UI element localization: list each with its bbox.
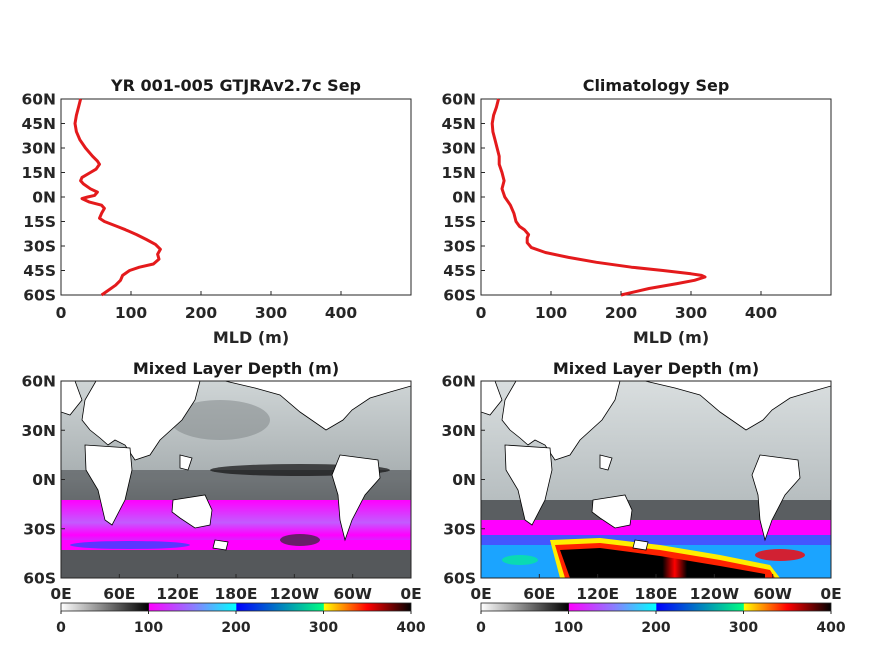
profile-climatology-xlabel: MLD (m) (633, 328, 709, 347)
map-model-colorbar-tick-label: 100 (134, 620, 163, 636)
map-climatology-field (481, 381, 831, 578)
map-climatology-xtick-label: 60E (523, 585, 555, 603)
profile-climatology-ytick-label: 15S (443, 213, 476, 231)
map-climatology-ytick-label: 30N (441, 422, 476, 440)
profile-climatology-axes (480, 98, 832, 296)
profile-climatology-xtick-label: 200 (605, 304, 638, 322)
map-model-xtick-label: 0E (50, 585, 71, 603)
map-climatology-colorbar-ticks: 0 100 200 300 400 (476, 611, 846, 636)
map-model-ytick-label: 60N (21, 373, 56, 391)
map-climatology-ytick-label: 60N (441, 373, 476, 391)
profile-climatology-xticks: 0 100 200 300 400 (476, 291, 778, 322)
map-climatology-colorbar-tick-label: 100 (554, 620, 583, 636)
map-climatology-ytick-label: 0N (452, 471, 476, 489)
profile-model-ytick-label: 45S (23, 262, 56, 280)
profile-climatology-ytick-label: 45N (441, 115, 476, 133)
map-model-xtick-label: 120W (270, 585, 319, 603)
profile-model-xtick-label: 100 (115, 304, 148, 322)
profile-model-yticks: 60N 45N 30N 15N 0N 15S 30S 45S 60S (21, 91, 65, 305)
profile-climatology-line (490, 98, 707, 297)
map-model-ytick-label: 0N (32, 471, 56, 489)
map-model-colorbar-tick-label: 300 (309, 620, 338, 636)
profile-model-ytick-label: 15N (21, 164, 56, 182)
profile-model-ytick-label: 30S (23, 238, 56, 256)
profile-climatology-xtick-label: 400 (745, 304, 778, 322)
map-climatology-title: Mixed Layer Depth (m) (553, 359, 759, 378)
profile-climatology-ytick-label: 15N (441, 164, 476, 182)
map-model-colorbar-tick-label: 200 (221, 620, 250, 636)
map-climatology-xtick-label: 0E (470, 585, 491, 603)
map-climatology-colorbar-tick-label: 200 (641, 620, 670, 636)
profile-climatology-ytick-label: 60N (441, 91, 476, 109)
map-model-ytick-label: 30N (21, 422, 56, 440)
profile-climatology-xtick-label: 300 (675, 304, 708, 322)
map-model-colorbar-tick-label: 0 (56, 620, 66, 636)
profile-climatology-ytick-label: 45S (443, 262, 476, 280)
profile-model-xtick-label: 400 (325, 304, 358, 322)
map-climatology-colorbar-tick-label: 400 (816, 620, 845, 636)
map-climatology-colorbar-tick-label: 0 (476, 620, 486, 636)
profile-climatology-yticks: 60N 45N 30N 15N 0N 15S 30S 45S 60S (441, 91, 485, 305)
map-model-colorbar (60, 602, 412, 612)
profile-panel-climatology: Climatology Sep 60N45N30N15N0N15S30S45S6… (441, 76, 832, 347)
map-climatology-ytick-label: 60S (443, 570, 476, 588)
map-climatology-ytick-label: 30S (443, 520, 476, 538)
map-climatology-colorbar (480, 602, 832, 612)
profile-model-ytick-label: 60S (23, 287, 56, 305)
profile-model-ytick-label: 60N (21, 91, 56, 109)
profile-climatology-ytick-label: 30N (441, 140, 476, 158)
map-model-xtick-label: 60E (103, 585, 135, 603)
profile-model-xticks: 0 100 200 300 400 (56, 291, 358, 322)
profile-model-line (73, 98, 162, 297)
profile-climatology-ytick-label: 0N (452, 189, 476, 207)
map-climatology-xtick-label: 120E (576, 585, 619, 603)
profile-climatology-xtick-label: 0 (476, 304, 487, 322)
map-model-colorbar-tick-label: 400 (396, 620, 425, 636)
profile-model-ytick-label: 15S (23, 213, 56, 231)
profile-model-ytick-label: 45N (21, 115, 56, 133)
map-model-field (61, 381, 411, 578)
profile-model-xtick-label: 300 (255, 304, 288, 322)
map-climatology-xtick-label: 180E (635, 585, 678, 603)
map-model-xtick-label: 0E (400, 585, 421, 603)
map-model-yticks: 60N 30N 0N 30S 60S (21, 373, 65, 588)
map-model-title: Mixed Layer Depth (m) (133, 359, 339, 378)
profile-model-xtick-label: 0 (56, 304, 67, 322)
profile-climatology-ytick-label: 30S (443, 238, 476, 256)
map-climatology-xtick-label: 0E (820, 585, 841, 603)
profile-climatology-xtick-label: 100 (535, 304, 568, 322)
map-climatology-xtick-label: 120W (690, 585, 739, 603)
map-model-colorbar-ticks: 0 100 200 300 400 (56, 611, 426, 636)
map-model-xtick-label: 60W (333, 585, 372, 603)
profile-model-ytick-label: 0N (32, 189, 56, 207)
map-climatology-xticks: 0E 60E 120E 180E 120W 60W 0E (470, 574, 842, 603)
map-model-xtick-label: 120E (156, 585, 199, 603)
profile-model-ytick-label: 30N (21, 140, 56, 158)
profile-model-xtick-label: 200 (185, 304, 218, 322)
map-panel-climatology: Mixed Layer Depth (m) 60N (441, 359, 845, 636)
profile-climatology-title: Climatology Sep (583, 76, 730, 95)
map-climatology-colorbar-tick-label: 300 (729, 620, 758, 636)
map-model-ytick-label: 60S (23, 570, 56, 588)
map-model-ytick-label: 30S (23, 520, 56, 538)
map-climatology-xtick-label: 60W (753, 585, 792, 603)
profile-model-xlabel: MLD (m) (213, 328, 289, 347)
map-model-xtick-label: 180E (215, 585, 258, 603)
profile-model-title: YR 001-005 GTJRAv2.7c Sep (110, 76, 361, 95)
profile-model-axes (60, 98, 412, 296)
profile-climatology-ytick-label: 60S (443, 287, 476, 305)
map-model-xticks: 0E 60E 120E 180E 120W 60W 0E (50, 574, 422, 603)
map-climatology-yticks: 60N 30N 0N 30S 60S (441, 373, 485, 588)
profile-panel-model: YR 001-005 GTJRAv2.7c Sep 60N 45N 30N 15N 0N… (21, 76, 412, 347)
